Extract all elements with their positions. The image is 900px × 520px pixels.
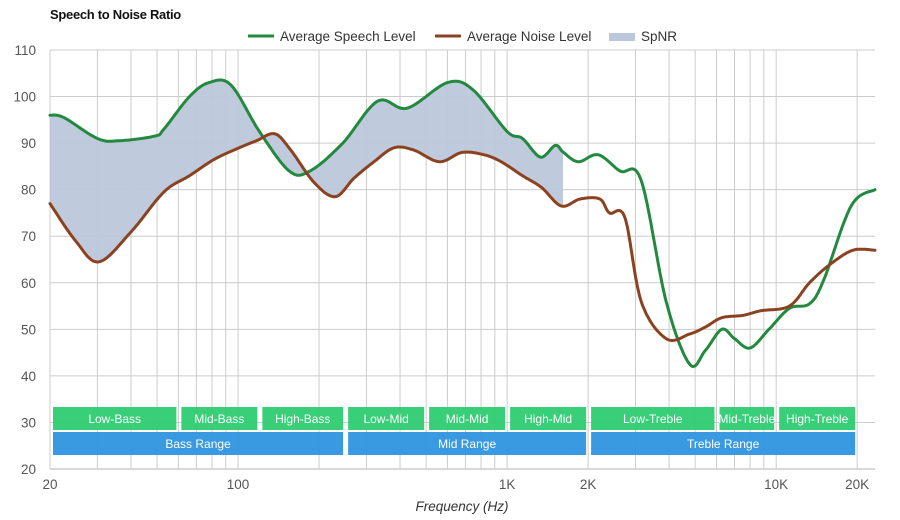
axes: 20 30 40 50 60 70 80 90 100 110 20 100 1K 2K 10K 20K bbox=[13, 43, 869, 492]
series-lines bbox=[48, 78, 877, 368]
chart-title: Speech to Noise Ratio bbox=[50, 7, 181, 22]
x-tick-label: 2K bbox=[580, 477, 597, 492]
y-tick-label: 40 bbox=[21, 369, 36, 384]
group-bass-range bbox=[53, 432, 344, 455]
legend-label: Average Noise Level bbox=[467, 29, 591, 44]
x-tick-label: 100 bbox=[227, 477, 250, 492]
band-mid-treble bbox=[719, 407, 775, 430]
y-tick-label: 30 bbox=[21, 415, 36, 430]
band-label: Low-Treble bbox=[623, 412, 683, 426]
x-tick-label: 1K bbox=[499, 477, 516, 492]
y-tick-label: 80 bbox=[21, 183, 36, 198]
group-label: Mid Range bbox=[438, 437, 496, 451]
band-low-treble bbox=[591, 407, 715, 430]
band-label: Mid-Treble bbox=[718, 412, 775, 426]
speech-level-line bbox=[48, 78, 877, 368]
band-low-mid bbox=[348, 407, 425, 430]
y-tick-label: 100 bbox=[13, 90, 36, 105]
band-high-treble bbox=[779, 407, 856, 430]
legend-swatch bbox=[609, 33, 635, 41]
y-tick-label: 50 bbox=[21, 322, 36, 337]
band-low-bass bbox=[53, 407, 177, 430]
group-treble-range bbox=[591, 432, 856, 455]
frequency-bands: Low-Bass Mid-Bass High-Bass Low-Mid Mid-Mid H… bbox=[53, 407, 856, 455]
x-tick-label: 10K bbox=[764, 477, 788, 492]
band-label: Mid-Bass bbox=[194, 412, 244, 426]
band-label: Low-Bass bbox=[88, 412, 141, 426]
legend-label: Average Speech Level bbox=[280, 29, 416, 44]
y-tick-label: 20 bbox=[21, 462, 36, 477]
y-tick-label: 60 bbox=[21, 276, 36, 291]
band-label: High-Treble bbox=[786, 412, 849, 426]
spnr-area bbox=[50, 80, 563, 262]
noise-level-line bbox=[48, 132, 877, 342]
y-tick-label: 90 bbox=[21, 136, 36, 151]
band-label: High-Bass bbox=[275, 412, 330, 426]
x-tick-label: 20K bbox=[845, 477, 869, 492]
y-tick-label: 110 bbox=[14, 43, 36, 58]
band-label: Mid-Mid bbox=[446, 412, 489, 426]
band-label: High-Mid bbox=[524, 412, 572, 426]
x-tick-label: 20 bbox=[42, 477, 57, 492]
group-label: Treble Range bbox=[687, 437, 760, 451]
legend: Average Speech Level Average Noise Level S… bbox=[248, 29, 677, 44]
band-mid-bass bbox=[181, 407, 258, 430]
band-high-bass bbox=[262, 407, 344, 430]
band-mid-mid bbox=[429, 407, 506, 430]
legend-label: SpNR bbox=[641, 29, 677, 44]
band-high-mid bbox=[510, 407, 587, 430]
group-label: Bass Range bbox=[165, 437, 231, 451]
band-label: Low-Mid bbox=[363, 412, 408, 426]
x-axis-title: Frequency (Hz) bbox=[415, 499, 508, 514]
group-mid-range bbox=[348, 432, 587, 455]
y-tick-label: 70 bbox=[21, 229, 36, 244]
spnr-fill bbox=[50, 80, 563, 262]
